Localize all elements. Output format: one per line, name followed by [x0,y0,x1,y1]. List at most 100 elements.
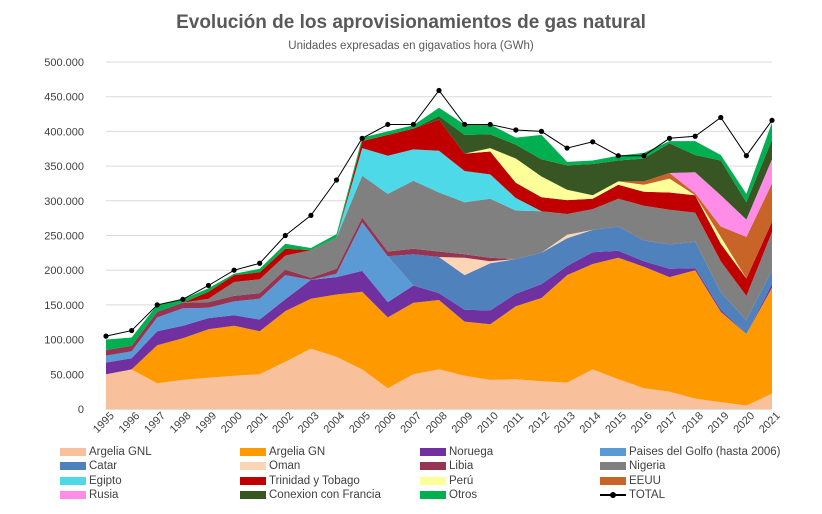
legend-label: Perú [449,474,474,487]
legend-item: EEUU [600,473,661,488]
total-point [359,135,365,141]
legend-swatch [60,476,86,485]
area-conexion-con-francia [106,116,772,350]
total-point [718,114,724,121]
legend-item: Nigeria [600,459,665,474]
total-point [333,177,340,183]
area-argelia-gn [106,257,772,406]
legend-swatch [600,447,626,456]
legend-item: Rusia [60,488,118,503]
total-point [308,212,314,218]
x-tick-label: 2008 [424,410,450,436]
legend-swatch [60,462,86,470]
legend-item: Argelia GN [240,444,325,459]
legend-item: Paises del Golfo (hasta 2006) [600,444,781,459]
x-tick-label: 2003 [296,410,322,436]
total-point [205,282,212,289]
legend-item: Catar [60,459,117,474]
legend-item: Noruega [420,444,493,459]
total-point [666,135,673,141]
total-point [487,121,493,128]
x-tick-label: 2014 [578,410,604,436]
legend-swatch [420,447,446,456]
x-tick-label: 2002 [270,410,296,436]
x-tick-label: 2016 [629,410,655,436]
x-tick-label: 2001 [245,410,271,436]
x-tick-label: 2000 [219,410,245,436]
legend-label: Argelia GN [269,445,326,458]
chart-title: Evolución de los aprovisionamientos de g… [176,12,646,33]
x-tick-label: 2019 [706,410,732,436]
total-point [231,267,237,273]
legend-swatch [600,491,626,499]
legend-item: Trinidad y Tobago [240,473,360,488]
x-tick-label: 1995 [91,410,117,436]
total-point [590,139,596,145]
legend-swatch [240,462,266,470]
x-tick-label: 1997 [142,410,168,436]
legend-label: Rusia [89,489,119,501]
legend-swatch [600,462,626,470]
y-tick-label: 0 [78,404,84,416]
legend-item: Oman [240,459,300,474]
x-tick-label: 2013 [552,410,578,436]
y-tick-label: 50.000 [50,369,84,381]
legend-label: Egipto [89,474,122,487]
total-point [410,121,416,128]
y-tick-label: 200.000 [44,265,84,277]
total-point [154,302,160,308]
x-tick-label: 2007 [398,410,424,436]
legend-label: Nigeria [629,460,666,472]
legend-item: Perú [420,473,473,488]
x-tick-label: 1999 [193,410,219,436]
total-point [462,121,468,128]
y-tick-label: 350.000 [44,161,84,173]
x-tick-label: 2009 [450,410,476,436]
total-point [743,153,749,159]
legend-label: Trinidad y Tobago [269,474,360,487]
area-catar [106,222,772,356]
total-point [692,133,698,139]
total-point [641,153,647,159]
legend-item: Conexion con Francia [240,488,381,503]
legend-label: Conexion con Francia [269,489,381,501]
y-tick-label: 100.000 [44,335,84,347]
legend-swatch [420,476,446,485]
x-tick-label: 2011 [501,410,526,435]
total-point [282,232,288,239]
total-point [103,333,109,339]
area-argelia-gnl [106,348,772,409]
legend-label: Argelia GNL [89,445,152,458]
legend-label: Otros [449,489,478,501]
total-point [129,327,135,334]
legend-swatch [420,462,446,470]
legend-swatch [420,491,446,499]
x-tick-label: 2004 [322,410,348,436]
x-tick-label: 2020 [731,410,757,436]
total-point [257,260,263,266]
legend-item: Libia [420,459,473,474]
x-tick-label: 2006 [373,410,399,436]
x-tick-label: 2017 [655,410,681,436]
area-nigeria [106,175,772,350]
x-tick-label: 2012 [526,410,552,436]
x-tick-label: 1996 [117,410,143,436]
total-point [385,121,391,128]
legend-label: EEUU [629,474,661,487]
legend-item: Egipto [60,473,122,488]
x-tick-label: 2015 [603,410,629,436]
area-egipto [106,148,772,350]
total-point [513,127,519,133]
legend-item: Argelia GNL [60,444,152,459]
total-point [538,128,545,134]
x-tick-label: 1998 [168,410,194,436]
legend-swatch [240,476,266,485]
x-tick-label: 2021 [757,410,783,436]
legend-label: TOTAL [629,489,665,501]
total-point [180,296,186,302]
y-tick-label: 400.000 [44,126,84,138]
x-tick-label: 2018 [680,410,706,436]
x-tick-label: 2010 [475,410,501,436]
